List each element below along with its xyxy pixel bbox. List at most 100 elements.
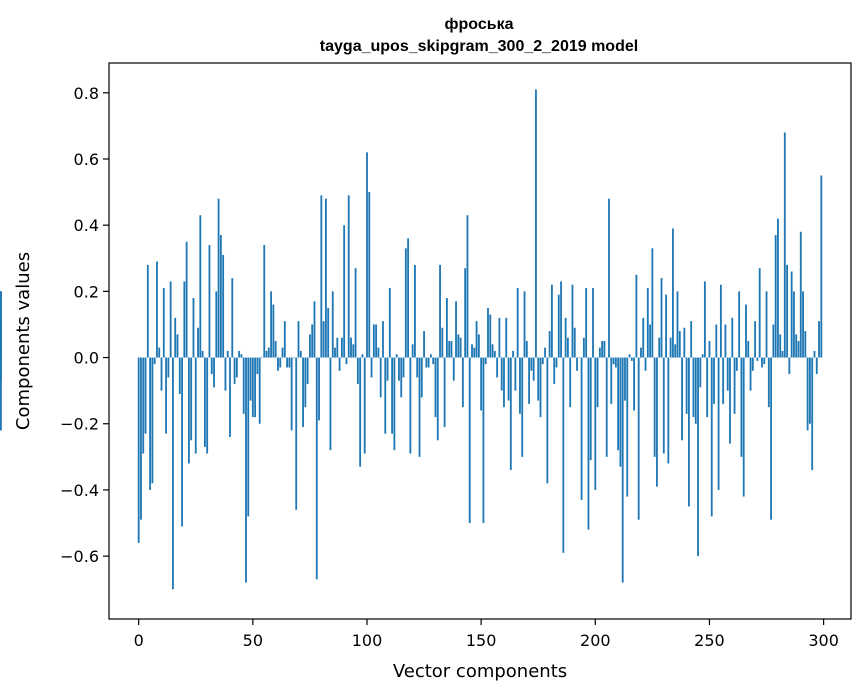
bar [302,357,304,428]
bar [318,357,320,421]
bar [740,357,743,457]
bar [356,357,359,385]
bar [336,337,339,358]
bar [562,357,565,553]
bar [322,321,325,358]
bar [653,357,656,457]
bar [427,357,430,368]
bar [811,357,814,471]
bar [751,357,754,371]
bar [770,357,773,520]
bar [672,228,674,358]
bar [402,357,405,378]
bar [790,271,793,358]
bar [201,350,204,358]
x-tick-label: 200 [580,631,611,650]
bar [382,321,384,358]
bar [726,357,729,391]
bar [466,215,469,358]
bar [708,341,711,358]
bar [491,344,494,358]
bar [742,357,745,497]
bar [208,245,211,358]
bar [144,357,147,434]
bar [279,357,282,368]
bar [142,357,145,454]
bar [183,281,186,358]
bar [411,344,414,358]
bar [503,357,505,408]
bar [270,291,273,358]
bar [687,357,690,507]
bar [261,357,263,359]
bar [178,357,181,394]
bar [555,357,558,368]
bar [190,357,193,441]
bar [475,321,478,358]
bar [619,357,622,467]
bar [443,357,446,428]
bar [694,357,697,424]
bar [804,331,807,358]
bar [487,307,489,358]
bar [400,357,403,398]
bar [493,350,496,358]
bar [299,350,302,358]
bar [512,350,515,358]
bar [329,357,332,451]
bar [761,357,763,368]
y-tick-label: 0.8 [74,84,99,103]
bar [254,357,257,418]
bar [745,304,747,358]
y-tick-label: −0.4 [60,481,99,500]
bar [407,238,409,358]
bar [820,175,823,358]
bar [592,288,594,358]
bar [176,334,179,358]
bar [172,357,174,590]
bar [153,357,156,365]
bar [560,281,562,358]
bar-series [0,89,823,590]
bar [484,357,487,365]
bar [608,198,610,358]
bar [192,297,195,358]
bar [649,324,652,358]
bar [247,357,250,517]
bar [477,334,480,358]
bar [713,357,715,404]
bar [213,357,215,388]
bar [729,357,731,444]
bar [151,357,154,484]
bar [530,357,533,371]
bar [564,317,567,358]
bar [210,357,213,375]
bar [338,357,341,371]
bar [233,357,236,385]
chart-title: фроська [445,16,514,33]
bar [500,357,503,391]
bar [320,195,323,358]
bar [699,357,702,388]
bar [436,357,439,441]
bar [516,288,519,358]
bar [324,198,327,358]
bar [448,341,451,358]
bar [553,357,556,385]
bar [366,152,368,358]
bar [288,357,291,368]
bar [249,357,252,401]
bar [580,357,583,500]
bar [386,357,389,381]
x-axis: 0 50 100 150 200 250 300 [134,619,839,650]
bar [361,354,364,358]
bar [665,294,667,358]
bar [662,357,665,454]
bar [354,268,357,358]
bar [541,357,544,365]
bar [571,284,574,358]
bar [578,357,581,359]
bar [434,357,437,418]
bar [452,357,455,381]
bar [480,357,483,411]
